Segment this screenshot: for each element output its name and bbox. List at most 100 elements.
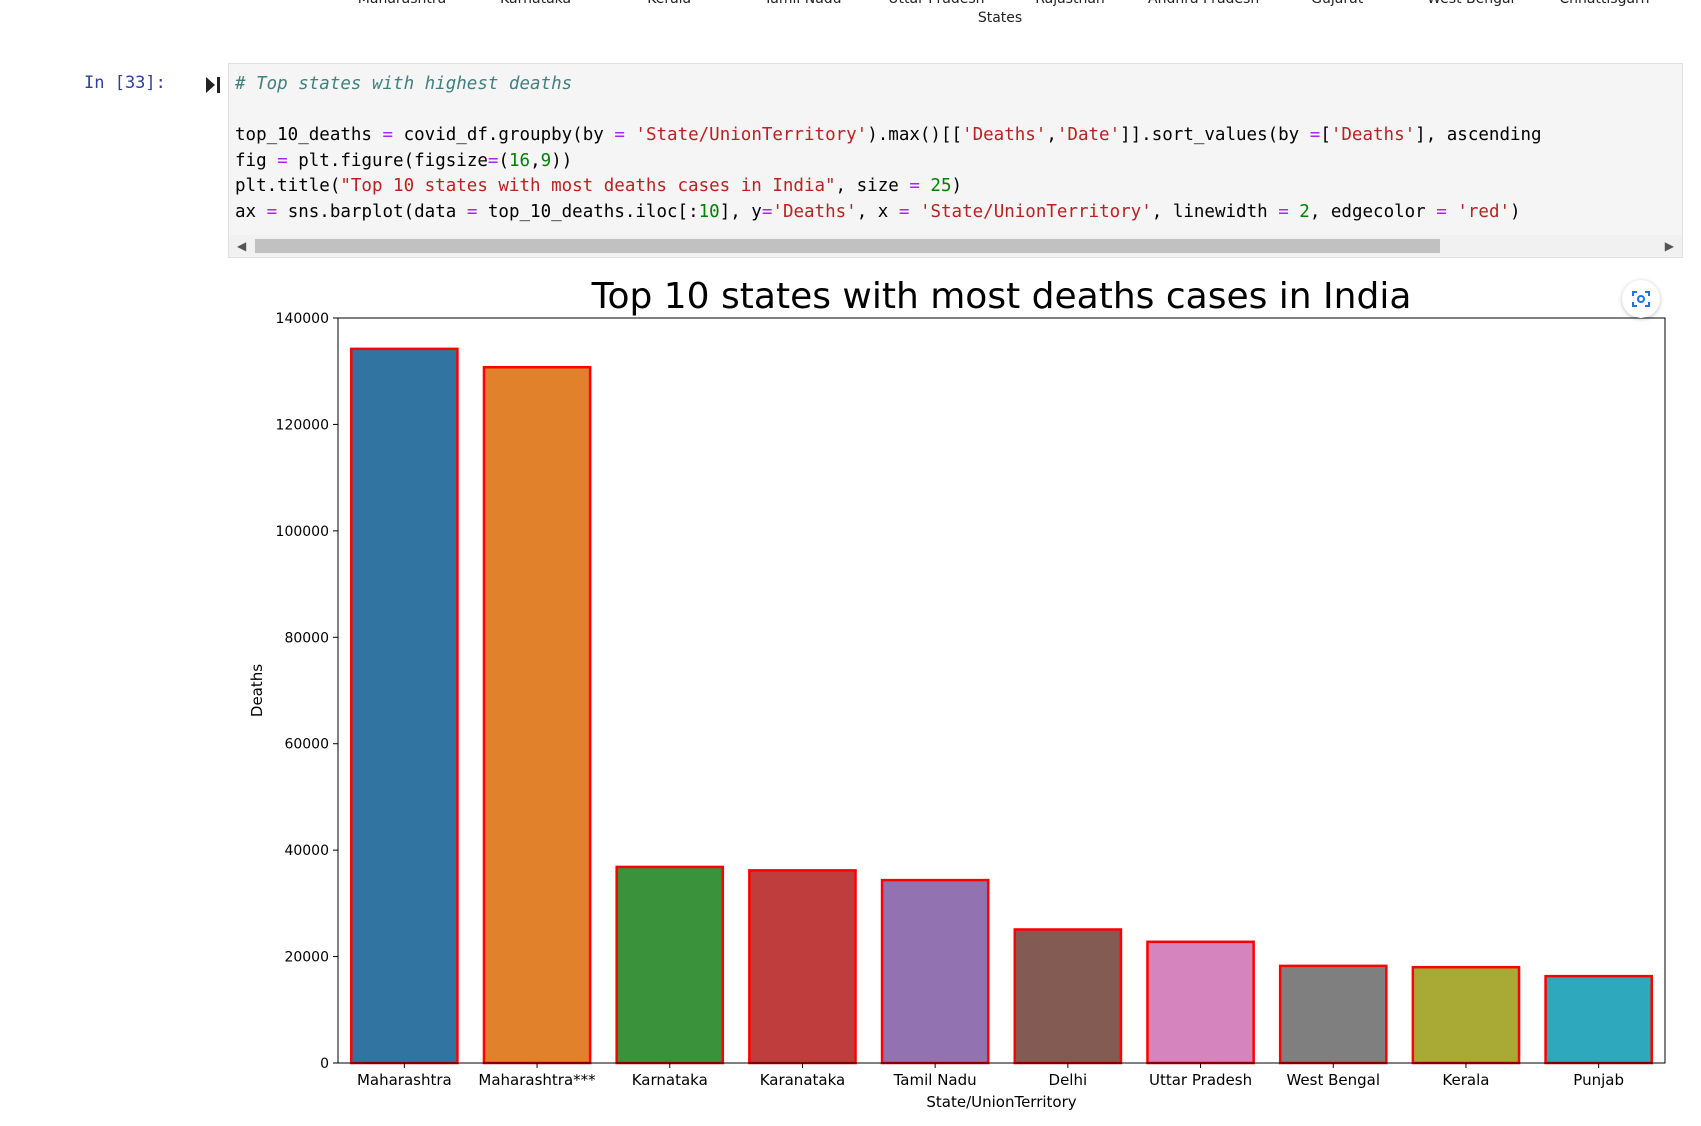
code-token: covid_df.groupby(by bbox=[393, 125, 615, 145]
previous-output-tick-label: Kerala bbox=[647, 0, 691, 7]
x-tick-label: Punjab bbox=[1573, 1071, 1624, 1089]
x-tick-label: Delhi bbox=[1049, 1071, 1088, 1089]
code-operator: = bbox=[1309, 125, 1321, 145]
code-token: ( bbox=[498, 150, 509, 171]
previous-output-tick-label: Chhattisgarh bbox=[1559, 0, 1649, 7]
code-number: 16 bbox=[508, 150, 531, 171]
y-tick-label: 20000 bbox=[284, 950, 329, 966]
code-number: 25 bbox=[930, 176, 952, 196]
deaths-bar-chart: Maharashtra Maharashtra*** Karnataka Karana… bbox=[248, 276, 1666, 1111]
code-number: 9 bbox=[540, 150, 552, 171]
horizontal-scrollbar[interactable]: ◀ ▶ bbox=[229, 235, 1682, 257]
bar bbox=[1411, 965, 1521, 1065]
code-operator: = bbox=[1436, 201, 1447, 222]
code-operator: = bbox=[487, 150, 499, 171]
x-tick-label: Maharashtra bbox=[357, 1071, 452, 1089]
bar bbox=[1278, 964, 1388, 1065]
bar bbox=[1146, 940, 1255, 1065]
code-token: plt.figure(figsize bbox=[287, 150, 488, 171]
code-token: ) bbox=[951, 176, 963, 196]
plot-frame bbox=[337, 317, 1666, 1064]
y-tick-label: 0 bbox=[320, 1056, 329, 1072]
code-operator: = bbox=[1278, 201, 1289, 222]
code-operator: = bbox=[266, 201, 278, 222]
code-string: 'Date' bbox=[1056, 125, 1121, 145]
code-token: [ bbox=[1320, 125, 1331, 145]
scroll-right-icon[interactable]: ▶ bbox=[1664, 239, 1674, 253]
y-tick-label: 140000 bbox=[276, 311, 329, 327]
code-token: , linewidth bbox=[1151, 201, 1279, 222]
previous-output-tick-label: Gujarat bbox=[1311, 0, 1363, 7]
code-string: "Top 10 states with most deaths cases in… bbox=[340, 176, 836, 196]
code-string: 'Deaths' bbox=[772, 201, 857, 222]
previous-output-tick-label: Maharashtra bbox=[358, 0, 446, 7]
y-tick-label: 80000 bbox=[284, 630, 329, 646]
code-string: 'red' bbox=[1457, 201, 1511, 222]
code-token: ], ascending bbox=[1415, 125, 1542, 145]
previous-output-tick-label: Tamil Nadu bbox=[764, 0, 842, 7]
code-string: 'State/UnionTerritory' bbox=[919, 201, 1152, 222]
x-tick-label: Kerala bbox=[1442, 1071, 1489, 1089]
code-number: 2 bbox=[1299, 201, 1310, 222]
code-number: 10 bbox=[698, 201, 720, 222]
cell-prompt: In [33]: bbox=[84, 73, 166, 93]
code-comment: # Top states with highest deaths bbox=[235, 74, 573, 94]
code-operator: = bbox=[614, 125, 625, 145]
code-operator: = bbox=[898, 201, 910, 222]
previous-output-tick-label: Uttar Pradesh bbox=[888, 0, 984, 7]
previous-output-tick-label: Andhra Pradesh bbox=[1148, 0, 1259, 7]
code-token: ) bbox=[1510, 201, 1521, 222]
y-tick-label: 60000 bbox=[284, 737, 329, 753]
y-tick-label: 100000 bbox=[276, 524, 329, 540]
previous-output-xlabel: States bbox=[977, 10, 1023, 26]
y-tick-label: 120000 bbox=[276, 417, 329, 433]
code-operator: = bbox=[761, 201, 773, 222]
code-token: , size bbox=[835, 176, 910, 196]
code-token: ).max()[[ bbox=[867, 125, 963, 145]
code-operator: = bbox=[466, 201, 478, 222]
code-token: , bbox=[530, 150, 541, 171]
code-token: ax bbox=[235, 201, 267, 222]
scrollbar-thumb[interactable] bbox=[255, 239, 1440, 253]
x-tick-label: Karanataka bbox=[760, 1071, 846, 1089]
code-string: 'Deaths' bbox=[962, 125, 1047, 145]
previous-output-tick-label: Karnataka bbox=[500, 0, 571, 7]
previous-output-tick-label: West Bengal bbox=[1427, 0, 1514, 7]
code-token: , edgecolor bbox=[1309, 201, 1437, 222]
code-token: , bbox=[1046, 125, 1057, 145]
x-tick-label: West Bengal bbox=[1286, 1071, 1380, 1089]
focus-output-button[interactable] bbox=[1622, 280, 1660, 318]
code-token: top_10_deaths bbox=[235, 125, 383, 145]
code-operator: = bbox=[382, 125, 394, 145]
code-editor[interactable]: # Top states with highest deaths top_10_… bbox=[235, 72, 1542, 225]
code-token: , x bbox=[856, 201, 899, 222]
chart-title: Top 10 states with most deaths cases in … bbox=[591, 276, 1412, 317]
code-token: fig bbox=[235, 150, 278, 171]
run-cell-icon[interactable] bbox=[205, 75, 221, 95]
scroll-left-icon[interactable]: ◀ bbox=[237, 239, 247, 253]
x-axis-label: State/UnionTerritory bbox=[926, 1093, 1076, 1111]
bar bbox=[350, 347, 459, 1065]
x-tick-label: Karnataka bbox=[632, 1071, 708, 1089]
bar bbox=[1544, 974, 1653, 1065]
code-string: 'State/UnionTerritory' bbox=[635, 125, 868, 145]
bar bbox=[482, 365, 592, 1065]
focus-frame-icon bbox=[1632, 291, 1650, 307]
code-token: plt.title( bbox=[235, 176, 341, 196]
previous-output-tick-label: Rajasthan bbox=[1035, 0, 1105, 7]
code-token: )) bbox=[551, 150, 573, 171]
code-operator: = bbox=[909, 176, 920, 196]
previous-output-tick-labels: Maharashtra Karnataka Kerala Tamil Nadu Utta… bbox=[0, 0, 1701, 12]
x-tick-label: Tamil Nadu bbox=[893, 1071, 977, 1089]
code-token: top_10_deaths.iloc[: bbox=[477, 201, 699, 222]
bar bbox=[615, 865, 725, 1065]
code-operator: = bbox=[277, 150, 288, 171]
code-cell[interactable]: # Top states with highest deaths top_10_… bbox=[228, 63, 1683, 258]
y-axis-label: Deaths bbox=[248, 664, 266, 717]
bar bbox=[748, 869, 857, 1065]
code-string: 'Deaths' bbox=[1330, 125, 1416, 145]
y-tick-label: 40000 bbox=[284, 843, 329, 859]
x-tick-label: Uttar Pradesh bbox=[1149, 1071, 1252, 1089]
bar bbox=[880, 878, 990, 1065]
code-token: ]].sort_values(by bbox=[1120, 125, 1310, 145]
